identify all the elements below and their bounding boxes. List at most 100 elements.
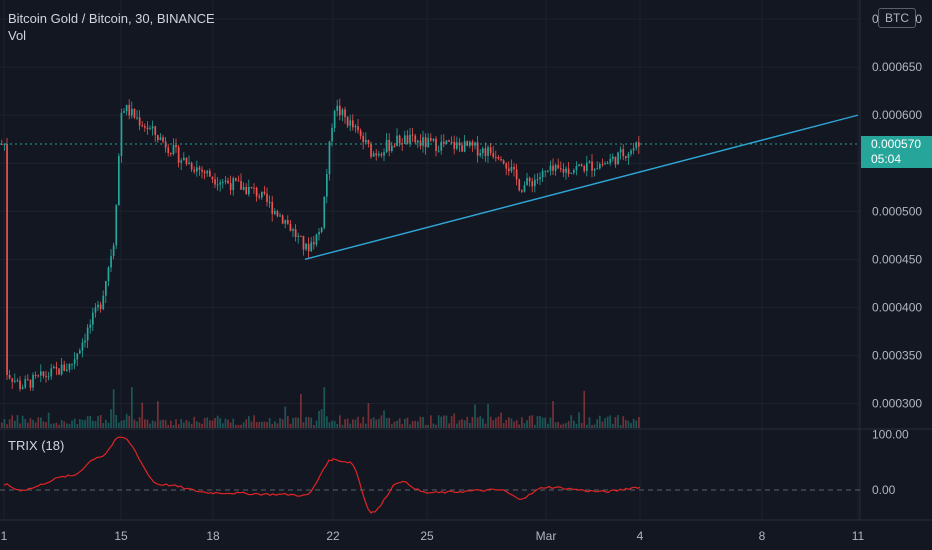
volume-bar [606,416,609,428]
volume-bar [344,419,346,428]
volume-bar [76,424,79,428]
volume-bar [391,423,393,428]
candle-body [521,190,523,192]
candle-body [305,243,307,250]
time-axis[interactable]: 1 15 18 22 25 Mar 4 8 11 [1,529,865,543]
candle-body [443,141,445,144]
candle-body [237,180,240,182]
volume-bar [427,424,430,428]
candle-body [573,170,575,173]
candle-body [557,164,560,169]
volume-bar [84,420,86,428]
candle-body [138,117,141,126]
candle-body [193,169,196,172]
volume-bar [557,421,560,428]
candle-body [68,363,71,370]
volume-bar [370,418,372,428]
volume-bar [489,416,492,428]
candle-body [596,168,599,170]
volume-bar [445,415,448,428]
volume-bar [341,424,344,428]
volume-bar [120,420,123,428]
volume-bar [593,424,596,428]
candle-body [37,375,40,377]
volume-bar [406,417,409,428]
currency-badge[interactable]: BTC [878,8,916,28]
candle-body [32,374,34,388]
volume-bar [422,416,424,428]
candle-body [380,153,383,156]
trendline[interactable] [304,114,859,260]
volume-bar [583,390,586,428]
volume-bar [268,418,271,428]
candle-body [110,256,112,268]
volume-bar [417,421,419,428]
candle-body [502,160,505,164]
time-tick-label: 15 [114,529,128,543]
candle-body [518,179,521,191]
volume-bar [388,417,391,428]
volume-bar [560,424,562,428]
candle-body [266,193,268,202]
volume-bar [409,424,411,428]
volume-bar [450,416,453,428]
volume-bar [261,421,263,428]
volume-bar [479,416,482,428]
volume-bar [144,419,146,428]
time-tick-label: 1 [1,529,8,543]
candle-body [344,109,346,118]
volume-bar [125,413,128,428]
candle-body [427,138,430,148]
candle-body [211,176,214,180]
volume-bar [47,412,50,428]
candle-body [229,183,232,191]
volume-bar [229,422,232,428]
candle-body [235,178,237,181]
volume-bar [203,418,206,428]
volume-label[interactable]: Vol [8,28,27,43]
trix-legend[interactable]: TRIX (18) [8,438,65,453]
symbol-title[interactable]: Bitcoin Gold / Bitcoin, 30, BINANCE [8,11,215,26]
candle-body [224,180,227,182]
candle-body [354,126,357,128]
price-tick-label: 0.000500 [872,204,922,218]
volume-bar [97,416,99,428]
candle-body [586,162,588,171]
candle-body [300,235,302,237]
candle-body [362,135,365,143]
candle-body [240,181,242,190]
candle-body [554,164,557,171]
volume-bar [359,423,362,428]
volume-bar [552,401,554,428]
volume-bar [302,422,305,428]
candlestick-series [1,98,640,392]
candle-body [11,378,14,382]
candle-body [539,177,541,180]
volume-bar [255,422,258,428]
volume-bar [193,416,196,428]
candle-body [274,211,276,214]
volume-bar [466,416,469,428]
candle-body [632,148,635,151]
candle-body [635,142,638,149]
volume-bar [495,417,497,428]
volume-bar [536,416,539,428]
candle-body [331,127,333,142]
candle-body [320,227,323,233]
candle-body [258,196,261,198]
candle-body [115,205,118,246]
candle-body [534,179,536,187]
candle-body [445,140,448,144]
volume-bar [248,416,250,428]
candle-body [365,139,367,143]
volume-bar [188,421,190,428]
candle-body [250,187,253,189]
price-axis[interactable]: 0.000300 0.000350 0.000400 0.000450 0.000500… [872,12,922,411]
volume-bar [253,415,255,428]
volume-bar [622,416,625,428]
candle-body [190,162,193,170]
candle-body [505,163,508,169]
volume-bar [601,421,604,428]
candle-body [406,135,409,144]
